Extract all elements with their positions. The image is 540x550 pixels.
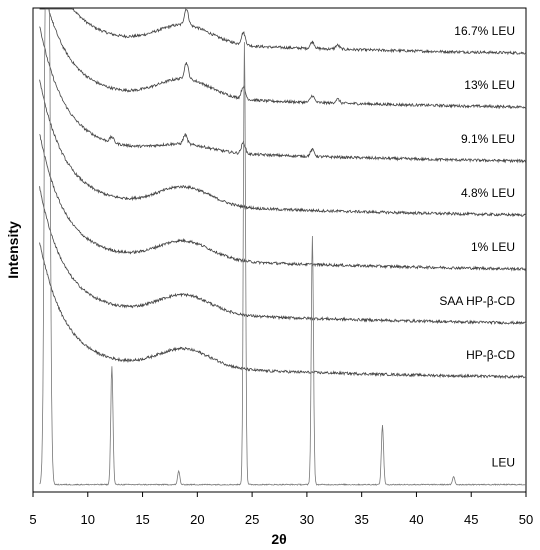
series-label-2: 9.1% LEU (461, 132, 515, 146)
x-axis-title: 2θ (271, 531, 286, 547)
x-tick-label-45: 45 (464, 512, 478, 527)
x-tick-label-35: 35 (354, 512, 368, 527)
x-axis-ticks: 5 10 15 20 25 30 35 40 45 50 (29, 492, 533, 527)
x-tick-label-30: 30 (300, 512, 314, 527)
series-lines (39, 8, 527, 486)
series-label-4: 1% LEU (471, 240, 515, 254)
series-line-6 (39, 242, 527, 380)
series-line-3 (39, 79, 527, 218)
x-tick-label-5: 5 (29, 512, 36, 527)
y-axis-title: Intensity (5, 221, 21, 279)
series-label-5: SAA HP-β-CD (439, 294, 515, 308)
plot-frame (32, 7, 527, 493)
series-label-6: HP-β-CD (466, 348, 515, 362)
series-label-1: 13% LEU (464, 78, 515, 92)
x-tick-label-10: 10 (81, 512, 95, 527)
series-line-1 (39, 8, 527, 110)
series-line-0 (39, 8, 527, 56)
series-line-5 (39, 186, 527, 326)
series-line-2 (39, 26, 527, 164)
x-tick-label-15: 15 (135, 512, 149, 527)
series-label-7: LEU (492, 456, 515, 470)
x-tick-label-25: 25 (245, 512, 259, 527)
x-tick-label-20: 20 (190, 512, 204, 527)
series-label-3: 4.8% LEU (461, 186, 515, 200)
x-tick-label-50: 50 (519, 512, 533, 527)
series-line-7 (39, 8, 527, 486)
series-line-4 (39, 134, 527, 272)
x-tick-label-40: 40 (409, 512, 423, 527)
series-label-0: 16.7% LEU (454, 24, 515, 38)
series-labels: 16.7% LEU 13% LEU 9.1% LEU 4.8% LEU 1% LEU SA… (439, 24, 515, 470)
